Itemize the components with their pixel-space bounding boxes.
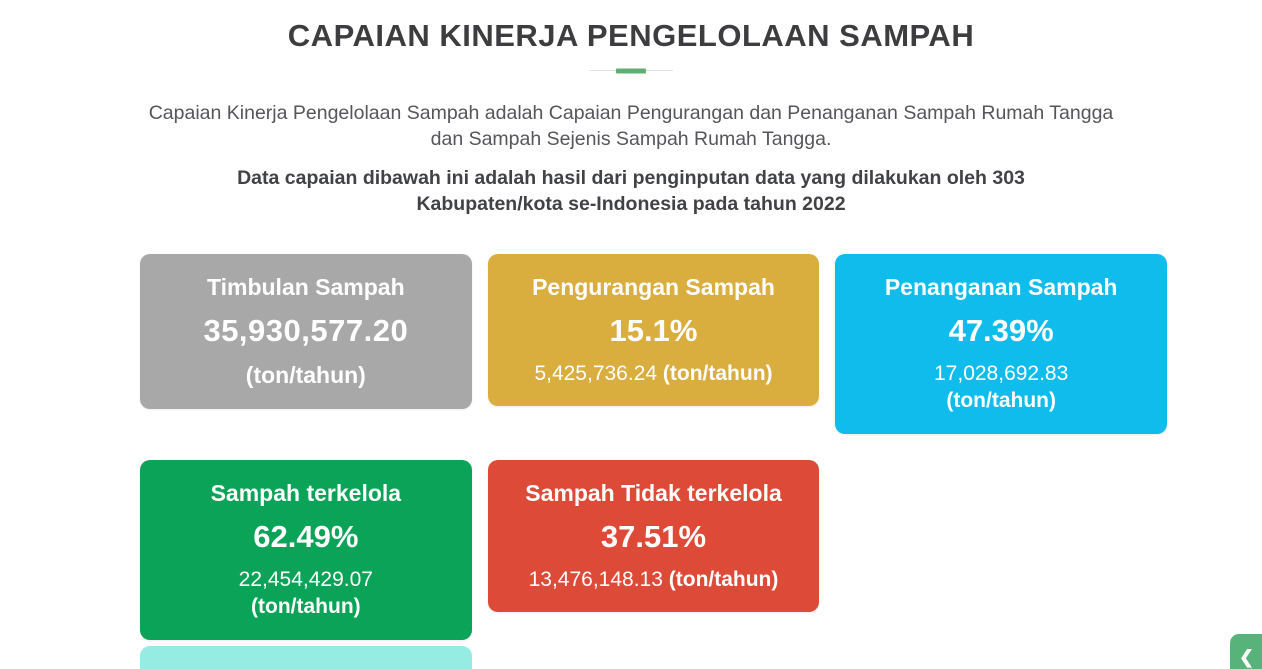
card-amount: 13,476,148.13 (528, 567, 663, 591)
page-title: CAPAIAN KINERJA PENGELOLAAN SAMPAH (287, 18, 975, 53)
card-amount: 5,425,736.24 (534, 361, 658, 385)
card-pengurangan-sampah: Pengurangan Sampah 15.1% 5,425,736.24 (t… (487, 253, 820, 407)
card-sampah-tidak-terkelola: Sampah Tidak terkelola 37.51% 13,476,148… (487, 460, 820, 613)
card-sampah-terkelola: Sampah terkelola 62.49% 22,454,429.07 (t… (140, 460, 472, 641)
card-percent: 15.1% (609, 312, 698, 348)
card-percent: 47.39% (948, 312, 1054, 348)
description-text: Capaian Kinerja Pengelolaan Sampah adala… (148, 102, 1114, 150)
page: CAPAIAN KINERJA PENGELOLAAN SAMPAH Capai… (0, 18, 1262, 669)
card-percent: 37.51% (600, 518, 707, 554)
card-label: Pengurangan Sampah (532, 273, 775, 300)
card-label: Sampah terkelola (210, 480, 402, 507)
card-value: 35,930,577.20 (203, 312, 409, 348)
card-amount: 22,454,429.07 (238, 567, 373, 591)
floating-action-button[interactable]: ❮ (1230, 634, 1262, 669)
card-label: Penanganan Sampah (884, 273, 1118, 300)
note-text: Data capaian dibawah ini adalah hasil da… (237, 167, 1025, 216)
card-label: Sampah Tidak terkelola (525, 480, 782, 507)
card-unit: (ton/tahun) (662, 361, 773, 385)
card-unit: (ton/tahun) (245, 361, 366, 388)
stat-cards-grid: Timbulan Sampah 35,930,577.20 (ton/tahun… (140, 253, 1167, 641)
card-amount: 17,028,692.83 (934, 361, 1069, 385)
title-divider-accent (616, 68, 646, 73)
next-card-peek (140, 646, 472, 669)
title-divider (589, 68, 673, 73)
card-unit: (ton/tahun) (251, 595, 361, 619)
card-timbulan-sampah: Timbulan Sampah 35,930,577.20 (ton/tahun… (140, 253, 472, 410)
card-penanganan-sampah: Penanganan Sampah 47.39% 17,028,692.83 (… (835, 253, 1167, 435)
card-unit: (ton/tahun) (946, 389, 1056, 413)
chevron-left-icon: ❮ (1239, 646, 1255, 667)
card-percent: 62.49% (253, 518, 359, 554)
card-label: Timbulan Sampah (206, 273, 405, 300)
card-unit: (ton/tahun) (668, 567, 779, 591)
